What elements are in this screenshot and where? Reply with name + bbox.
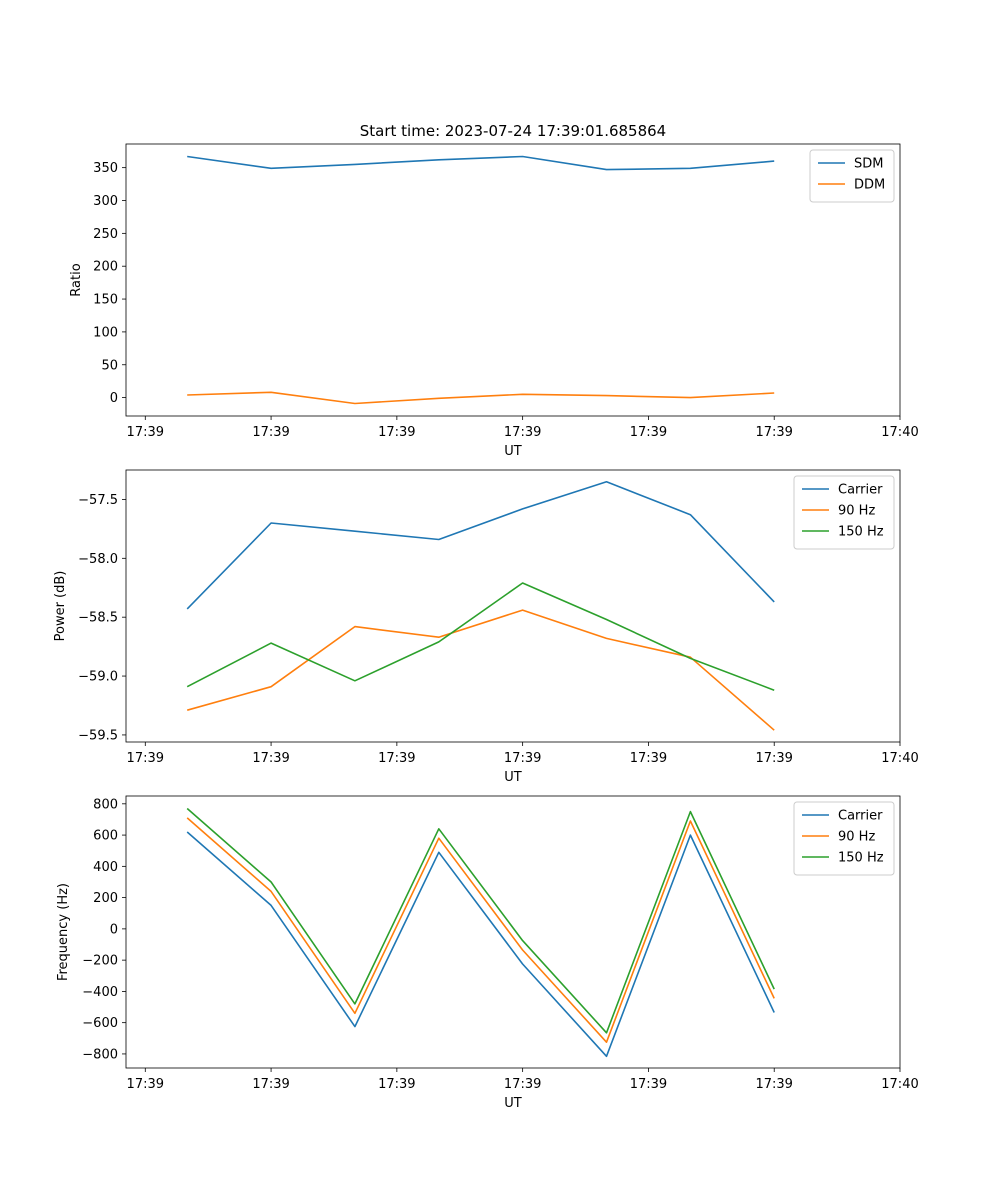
y-axis-label: Frequency (Hz)	[56, 883, 71, 981]
x-axis-label: UT	[504, 1096, 522, 1111]
legend-label: Carrier	[838, 809, 883, 824]
legend: Carrier 90 Hz 150 Hz	[793, 801, 895, 876]
y-tick-label: 600	[93, 829, 118, 844]
x-tick-label: 17:39	[630, 1077, 667, 1092]
x-tick-label: 17:39	[755, 425, 792, 440]
x-tick-label: 17:39	[252, 425, 289, 440]
x-axis-label: UT	[504, 444, 522, 459]
y-tick-label: −58.5	[78, 611, 118, 626]
chart-title: Start time: 2023-07-24 17:39:01.685864	[360, 122, 666, 140]
y-tick-label: −59.0	[78, 670, 118, 685]
axes-frame	[125, 469, 901, 743]
y-tick-label: −400	[82, 985, 118, 1000]
y-tick-label: −800	[82, 1047, 118, 1062]
y-tick-label: −58.0	[78, 552, 118, 567]
series-line-ddm	[187, 391, 775, 405]
series-line-sdm	[187, 155, 775, 171]
y-tick-label: −600	[82, 1016, 118, 1031]
axes-frame	[125, 795, 901, 1069]
y-tick-label: 0	[110, 391, 118, 406]
y-tick-label: −57.5	[78, 493, 118, 508]
power-panel: −59.5 −59.0 −58.5 −58.0 −57.5 17:39 17:39 17:39…	[53, 469, 919, 785]
x-tick-label: 17:39	[378, 425, 415, 440]
y-tick-label: 800	[93, 797, 118, 812]
series-line-90-hz	[186, 609, 775, 731]
y-tick-label: 50	[101, 358, 118, 373]
y-tick-label: 300	[93, 194, 118, 209]
x-tick-label: 17:39	[252, 1077, 289, 1092]
y-tick-label: 100	[93, 325, 118, 340]
series-line-150-hz	[186, 582, 775, 691]
y-axis-label: Ratio	[69, 263, 84, 296]
legend-label: 90 Hz	[838, 504, 875, 519]
x-tick-label: 17:39	[630, 751, 667, 766]
y-tick-label: 200	[93, 891, 118, 906]
legend: Carrier 90 Hz 150 Hz	[793, 475, 895, 550]
legend-label: Carrier	[838, 483, 883, 498]
y-tick-label: 150	[93, 293, 118, 308]
frequency-panel: −800 −600 −400 −200 0 200 400 600 800 17:39 17:39 1…	[56, 795, 919, 1111]
legend-label: DDM	[854, 178, 885, 193]
x-tick-label: 17:39	[252, 751, 289, 766]
x-tick-label: 17:39	[504, 1077, 541, 1092]
legend: SDM DDM	[809, 149, 895, 203]
x-tick-label: 17:39	[504, 425, 541, 440]
x-tick-label: 17:39	[504, 751, 541, 766]
x-tick-label: 17:39	[127, 1077, 164, 1092]
y-tick-label: 250	[93, 227, 118, 242]
x-tick-label: 17:39	[630, 425, 667, 440]
series-line-150-hz	[186, 807, 775, 1034]
y-tick-label: 200	[93, 260, 118, 275]
x-tick-label: 17:39	[378, 1077, 415, 1092]
x-axis-label: UT	[504, 770, 522, 785]
legend-label: 150 Hz	[838, 851, 884, 866]
y-tick-label: 400	[93, 860, 118, 875]
series-line-carrier	[186, 831, 775, 1058]
series-line-90-hz	[186, 817, 775, 1043]
series-line-carrier	[186, 480, 775, 610]
legend-label: 90 Hz	[838, 830, 875, 845]
y-tick-label: −59.5	[78, 728, 118, 743]
y-tick-label: 0	[110, 922, 118, 937]
y-tick-label: 350	[93, 161, 118, 176]
legend-label: SDM	[854, 157, 883, 172]
x-tick-label: 17:39	[127, 751, 164, 766]
axes-frame	[125, 143, 901, 417]
x-tick-label: 17:39	[127, 425, 164, 440]
y-axis-label: Power (dB)	[53, 571, 68, 642]
x-tick-label: 17:39	[755, 1077, 792, 1092]
legend-label: 150 Hz	[838, 525, 884, 540]
x-tick-label: 17:40	[881, 425, 918, 440]
ratio-panel: 0 50 100 150 200 250 300 350 17:39 17:39 17:39 17:3…	[69, 143, 919, 459]
y-tick-label: −200	[82, 954, 118, 969]
x-tick-label: 17:39	[378, 751, 415, 766]
x-tick-label: 17:40	[881, 1077, 918, 1092]
x-tick-label: 17:40	[881, 751, 918, 766]
x-tick-label: 17:39	[755, 751, 792, 766]
